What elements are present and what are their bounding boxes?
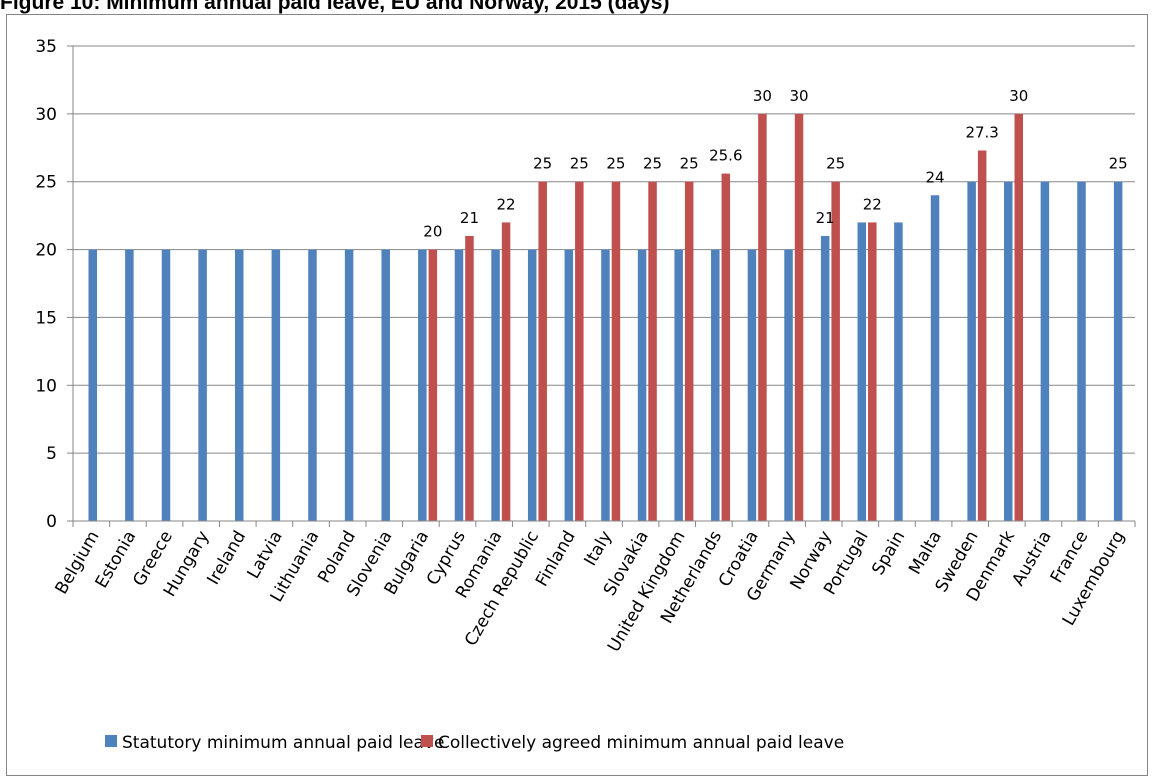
bar-statutory-luxembourg (1113, 181, 1123, 521)
bar-collective-germany (794, 113, 804, 521)
data-label-collective: 25 (606, 155, 625, 173)
bar-collective-cyprus (465, 236, 474, 521)
data-label-collective: 25 (643, 155, 662, 173)
data-label-statutory: 25 (1109, 155, 1128, 173)
bar-statutory-germany (784, 249, 793, 522)
bar-statutory-bulgaria (418, 249, 427, 522)
bar-statutory-croatia (747, 249, 757, 522)
bar-collective-united-kingdom (684, 181, 694, 521)
legend-swatch-statutory (105, 735, 117, 747)
page-title: Figure 10: Minimum annual paid leave, EU… (0, 0, 670, 14)
bar-statutory-norway (820, 236, 830, 521)
bar-collective-czech-republic (538, 181, 547, 521)
data-label-collective: 30 (789, 87, 808, 105)
y-tick-label: 35 (35, 37, 57, 57)
data-label-collective: 25 (680, 155, 699, 173)
y-tick-label: 20 (35, 241, 57, 261)
bar-collective-slovakia (648, 181, 657, 521)
bar-statutory-italy (601, 249, 610, 522)
bar-statutory-estonia (125, 249, 134, 522)
bar-collective-sweden (977, 150, 987, 521)
y-tick-label: 15 (35, 308, 57, 328)
y-tick-label: 30 (35, 105, 57, 125)
bar-statutory-united-kingdom (674, 249, 683, 522)
bar-statutory-portugal (857, 222, 867, 521)
bar-statutory-latvia (271, 249, 281, 522)
bar-collective-norway (831, 181, 840, 521)
bar-collective-finland (575, 181, 584, 521)
bar-statutory-poland (344, 249, 354, 522)
bars (88, 113, 1123, 522)
bar-statutory-malta (930, 195, 940, 522)
bar-statutory-czech-republic (527, 249, 537, 522)
y-tick-label: 10 (35, 376, 57, 396)
bar-statutory-france (1077, 181, 1086, 521)
bar-statutory-ireland (234, 249, 244, 522)
bar-collective-italy (611, 181, 621, 521)
data-label-collective: 25 (826, 155, 845, 173)
legend-swatch-collective (421, 735, 433, 747)
bar-statutory-denmark (1004, 181, 1013, 521)
bar-collective-croatia (758, 113, 767, 521)
data-labels: 20 21 22 25 25 25 25 25 25.6 30 30 21 25 22 24 27.3 30 25 (423, 87, 1127, 241)
bar-statutory-hungary (198, 249, 207, 522)
bar-statutory-spain (894, 222, 903, 521)
data-label-collective: 25 (533, 155, 552, 173)
data-label-collective: 30 (753, 87, 772, 105)
bar-statutory-romania (491, 249, 500, 522)
legend: Statutory minimum annual paid leaveColle… (105, 733, 844, 753)
bar-statutory-austria (1040, 181, 1050, 521)
data-label-collective: 27.3 (965, 124, 998, 142)
data-label-statutory: 21 (816, 209, 835, 227)
y-tick-label: 5 (46, 444, 57, 464)
data-label-collective: 20 (423, 223, 442, 241)
data-label-collective: 30 (1009, 87, 1028, 105)
data-label-collective: 21 (460, 209, 479, 227)
bar-statutory-greece (161, 249, 171, 522)
bar-statutory-sweden (967, 181, 976, 521)
x-tick-label: Spain (868, 528, 909, 579)
bar-statutory-lithuania (308, 249, 317, 522)
bar-collective-denmark (1014, 113, 1024, 521)
bar-collective-bulgaria (428, 249, 438, 522)
bar-statutory-slovenia (381, 249, 390, 522)
y-tick-label: 25 (35, 173, 57, 193)
bar-collective-netherlands (721, 173, 731, 522)
bar-statutory-slovakia (637, 249, 647, 522)
y-tick-label: 0 (46, 512, 57, 532)
bar-statutory-netherlands (711, 249, 720, 522)
legend-label-collective: Collectively agreed minimum annual paid … (438, 733, 844, 753)
data-label-statutory: 24 (925, 168, 944, 186)
x-tick-label: Belgium (51, 528, 103, 598)
bar-collective-portugal (868, 222, 877, 521)
bar-statutory-cyprus (454, 249, 464, 522)
bar-statutory-finland (564, 249, 574, 522)
x-axis: BelgiumEstoniaGreeceHungaryIrelandLatvia… (51, 520, 1136, 656)
data-label-collective: 22 (497, 195, 516, 213)
x-tick-label: Italy (581, 528, 617, 570)
bar-statutory-belgium (88, 249, 97, 522)
bar-collective-romania (501, 222, 511, 521)
legend-label-statutory: Statutory minimum annual paid leave (122, 733, 444, 753)
data-label-collective: 25 (570, 155, 589, 173)
y-axis: 0 5 10 15 20 25 30 35 (35, 37, 74, 532)
data-label-collective: 25.6 (709, 147, 742, 165)
data-label-collective: 22 (863, 195, 882, 213)
